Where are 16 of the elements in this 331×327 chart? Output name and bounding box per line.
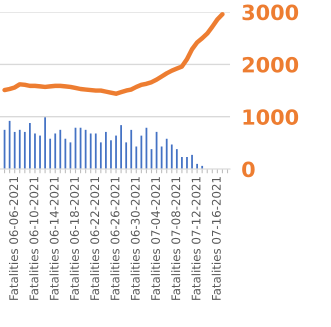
y-tick-label: 3000: [242, 4, 298, 20]
x-tick-label: Fatalities 07-08-2021: [171, 177, 180, 300]
x-tick-label: Fatalities 07-04-2021: [150, 177, 160, 300]
x-tick-label: Fatalities 06-30-2021: [130, 177, 140, 300]
line-series: [2, 12, 225, 96]
x-tick-label: Fatalities 07-16-2021: [212, 177, 221, 300]
y-tick-label: 1000: [244, 109, 298, 125]
x-tick-label: Fatalities 06-10-2021: [29, 177, 38, 300]
x-tick-label: Fatalities 06-06-2021: [8, 177, 18, 300]
x-tick-label: Fatalities 06-18-2021: [70, 177, 79, 300]
x-tick-label: Fatalities 06-26-2021: [110, 177, 120, 300]
y-tick-label: 0: [242, 162, 255, 178]
x-tick-label: Fatalities 06-22-2021: [90, 177, 100, 300]
x-tick-label: Fatalities 07-12-2021: [191, 177, 201, 300]
y-tick-label: 2000: [242, 56, 298, 73]
x-tick-label: Fatalities 06-14-2021: [50, 177, 59, 300]
